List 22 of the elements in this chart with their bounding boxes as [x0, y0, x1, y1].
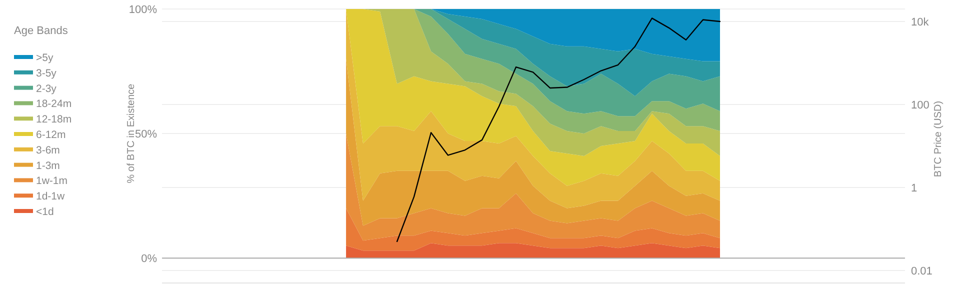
- y-tick-label: 0%: [141, 253, 158, 266]
- legend-label: 18-24m: [36, 98, 72, 110]
- legend-label: 2-3y: [36, 82, 58, 95]
- legend-title: Age Bands: [14, 25, 68, 37]
- y2-tick-label: 1: [911, 182, 918, 194]
- line-series: [396, 18, 721, 242]
- legend-label: >5y: [36, 52, 54, 64]
- y2-tick-label: 0.01: [911, 266, 932, 278]
- legend-label: 3-6m: [36, 144, 60, 156]
- legend-label: 12-18m: [36, 114, 72, 126]
- legend-label: 1w-1m: [36, 175, 68, 188]
- y-tick-label: 100%: [128, 4, 158, 16]
- legend-label: 1d-1w: [36, 190, 66, 203]
- legend-label: <1d: [36, 206, 54, 218]
- y-axis-title: % of BTC in Existence: [126, 83, 137, 184]
- y2-tick-label: 10k: [911, 16, 930, 28]
- legend-label: 1-3m: [36, 160, 60, 172]
- legend-label: 3-5y: [36, 67, 58, 80]
- y2-tick-label: 100: [911, 100, 930, 112]
- y2-axis-title: BTC Price (USD): [933, 100, 944, 178]
- y-tick-label: 50%: [134, 128, 158, 141]
- legend-label: 6-12m: [36, 129, 66, 141]
